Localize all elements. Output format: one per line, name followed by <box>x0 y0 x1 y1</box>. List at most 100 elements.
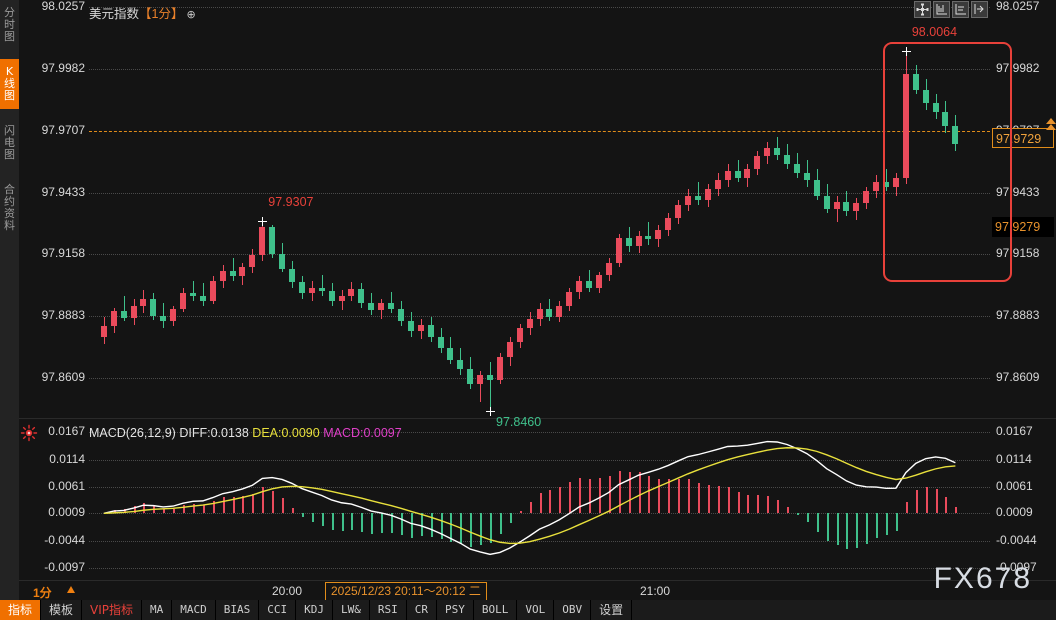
macd-histogram-bar <box>797 513 799 515</box>
macd-histogram-bar <box>807 513 809 523</box>
macd-gridline <box>89 513 990 515</box>
price-axis-label-right: 97.9158 <box>996 246 1040 261</box>
macd-histogram-bar <box>698 482 700 514</box>
sidebar-item-lightning[interactable]: 闪电图 <box>0 118 19 168</box>
toolbar-obv[interactable]: OBV <box>554 600 592 620</box>
macd-histogram-bar <box>886 513 888 536</box>
macd-histogram-bar <box>916 489 918 514</box>
macd-histogram-bar <box>876 513 878 539</box>
sidebar-item-timeline[interactable]: 分时图 <box>0 0 19 50</box>
macd-axis-label-left: 0.0167 <box>48 424 85 439</box>
toolbar-template[interactable]: 模板 <box>41 600 83 620</box>
macd-axis-label-left: -0.0044 <box>44 532 85 547</box>
price-axis-label-left: 97.9158 <box>41 246 85 261</box>
toolbar-boll[interactable]: BOLL <box>474 600 518 620</box>
fit-right-icon[interactable] <box>971 1 988 18</box>
macd-histogram-bar <box>411 513 413 538</box>
macd-histogram-bar <box>441 513 443 540</box>
sidebar-item-contract-info[interactable]: 合约资料 <box>0 177 19 239</box>
macd-histogram-bar <box>223 497 225 514</box>
price-gridline <box>89 7 990 9</box>
price-axis-label-left: 98.0257 <box>41 0 85 14</box>
macd-histogram-bar <box>609 475 611 514</box>
sidebar-item-label: 时 <box>4 18 15 31</box>
watermark: FX678 <box>933 562 1032 595</box>
macd-histogram-bar <box>431 513 433 538</box>
price-axis-label-left: 97.9433 <box>41 184 85 199</box>
toolbar-psy[interactable]: PSY <box>437 600 474 620</box>
macd-histogram-bar <box>866 513 868 545</box>
axis-scale-x-icon[interactable] <box>952 1 969 18</box>
sidebar-item-label: 料 <box>4 219 15 232</box>
macd-histogram-bar <box>134 506 136 514</box>
macd-axis-label-right: 0.0061 <box>996 478 1033 493</box>
sidebar-item-label: 图 <box>4 148 15 161</box>
macd-axis-label-left: -0.0097 <box>44 559 85 574</box>
period-arrow-icon[interactable] <box>67 586 75 593</box>
macd-histogram-bar <box>520 511 522 514</box>
price-axis-label-left: 97.9707 <box>41 123 85 138</box>
current-price-label[interactable]: 97.9729 <box>992 128 1054 149</box>
price-axis-left: 98.0257 97.9982 97.9707 97.9433 97.9158 97.88… <box>19 0 89 418</box>
toolbar-bias[interactable]: BIAS <box>216 600 260 620</box>
sidebar-item-label: 图 <box>4 30 15 43</box>
macd-histogram-bar <box>639 472 641 514</box>
macd-histogram-bar <box>718 485 720 514</box>
macd-histogram-bar <box>827 513 829 542</box>
macd-histogram-bar <box>470 513 472 548</box>
macd-histogram-bar <box>708 484 710 514</box>
macd-histogram-bar <box>173 508 175 514</box>
chart-low-label: 97.8460 <box>496 415 542 430</box>
macd-axis-label-left: 0.0061 <box>48 478 85 493</box>
toolbar-kdj[interactable]: KDJ <box>296 600 334 620</box>
sidebar-divider <box>0 50 19 59</box>
toolbar-rsi[interactable]: RSI <box>370 600 407 620</box>
macd-histogram-bar <box>936 489 938 514</box>
crosshair-move-icon[interactable] <box>914 1 931 18</box>
price-chart-pane[interactable]: 98.0257 97.9982 97.9707 97.9433 97.9158 97.88… <box>19 0 1056 429</box>
macd-dea-line <box>103 447 956 545</box>
toolbar-macd[interactable]: MACD <box>172 600 216 620</box>
globe-icon[interactable]: ⊕ <box>186 9 196 21</box>
macd-histogram-bar <box>767 496 769 514</box>
chart-secondary-high-marker <box>258 216 268 226</box>
macd-histogram-bar <box>391 513 393 533</box>
toolbar-vol[interactable]: VOL <box>517 600 555 620</box>
macd-histogram-bar <box>658 478 660 514</box>
toolbar-lwr[interactable]: LW& <box>333 600 370 620</box>
macd-histogram-bar <box>371 513 373 535</box>
toolbar-indicator[interactable]: 指标 <box>0 600 42 620</box>
macd-pane[interactable]: 0.0167 0.0114 0.0061 0.0009 -0.0044 -0.0097 0… <box>19 418 1056 581</box>
macd-histogram-bar <box>203 504 205 514</box>
macd-axis-label-right: 0.0167 <box>996 424 1033 439</box>
macd-histogram-bar <box>945 496 947 514</box>
price-plot-area[interactable]: 98.0064 97.9307 97.8460 <box>89 0 990 429</box>
macd-histogram-bar <box>401 513 403 535</box>
macd-plot-area[interactable] <box>89 419 990 581</box>
toolbar-cci[interactable]: CCI <box>259 600 297 620</box>
time-axis: 1分 2025/12/23 20:11～20:12 二 20:00 21:00 <box>19 580 1056 601</box>
macd-histogram-bar <box>272 490 274 514</box>
axis-scale-y-icon[interactable] <box>933 1 950 18</box>
macd-macd-value: MACD:0.0097 <box>323 426 402 440</box>
macd-histogram-bar <box>183 505 185 514</box>
target-icon[interactable] <box>20 424 38 442</box>
toolbar-cr[interactable]: CR <box>407 600 438 620</box>
period-label[interactable]: 1分 <box>33 586 52 600</box>
toolbar-vip-indicator[interactable]: VIP指标 <box>82 600 143 620</box>
macd-histogram-bar <box>906 502 908 514</box>
macd-histogram-bar <box>381 513 383 533</box>
toolbar-settings[interactable]: 设置 <box>591 600 633 620</box>
macd-histogram-bar <box>490 513 492 543</box>
toolbar-ma[interactable]: MA <box>142 600 173 620</box>
price-marker-up-icon <box>1046 118 1056 125</box>
macd-histogram-bar <box>648 476 650 514</box>
time-axis-tick: 20:00 <box>272 584 303 598</box>
price-axis-label-left: 97.8609 <box>41 369 85 384</box>
macd-histogram-bar <box>569 482 571 514</box>
macd-histogram-bar <box>322 513 324 526</box>
macd-histogram-bar <box>540 493 542 514</box>
macd-histogram-bar <box>312 513 314 522</box>
